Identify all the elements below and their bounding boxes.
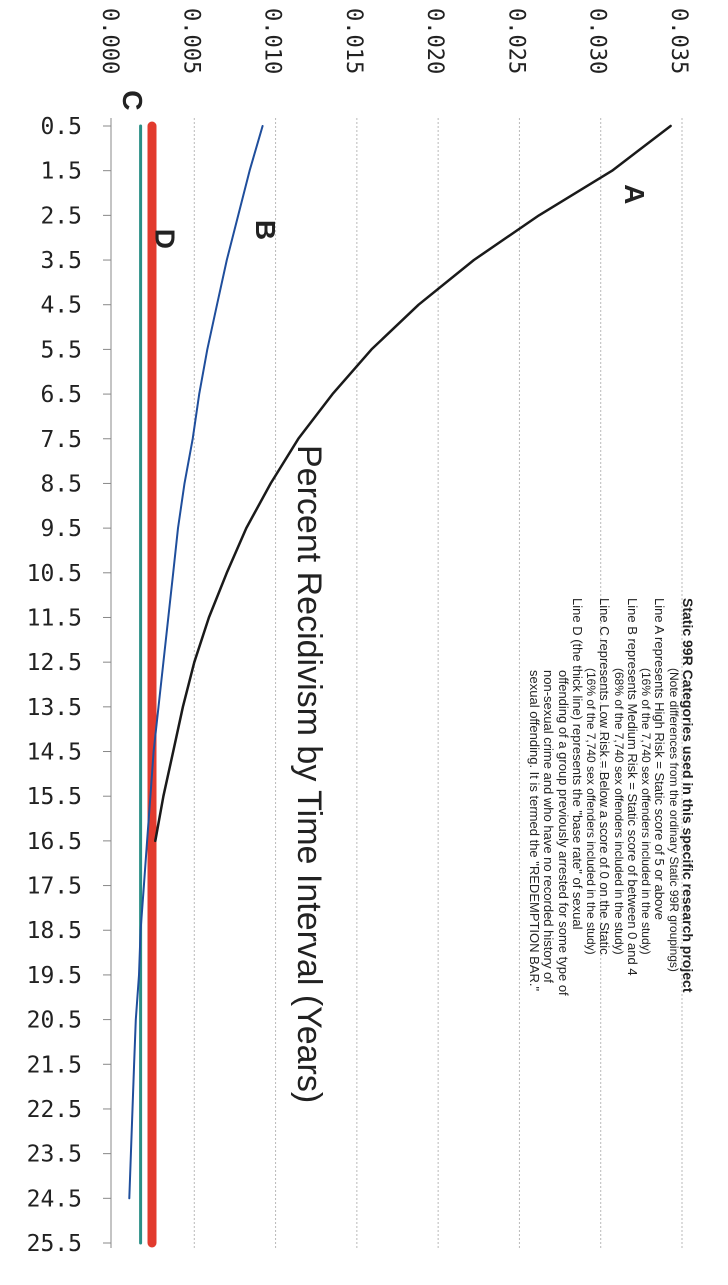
series-label-c: C <box>117 90 148 110</box>
series-line-b <box>128 125 264 1200</box>
time-tick-label: 3.5 <box>40 248 82 274</box>
time-tick-label: 11.5 <box>27 605 82 631</box>
time-tick-label: 10.5 <box>27 561 82 587</box>
time-tick-label: 17.5 <box>27 874 82 900</box>
series-label-a: A <box>619 184 650 204</box>
note-line-c: Line C represents Low Risk = Below a sco… <box>597 598 613 955</box>
note-line: (68% of the 7,740 sex offenders included… <box>611 668 626 955</box>
value-tick-label: 0.005 <box>178 8 203 74</box>
note-line: sexual offending. It is termed the "REDE… <box>527 670 543 992</box>
time-tick-label: 5.5 <box>40 337 82 363</box>
note-line: (16% of the 7,740 sex offenders included… <box>584 668 599 955</box>
value-tick-label: 0.015 <box>341 8 366 74</box>
legend-note: Static 99R Categories used in this speci… <box>527 598 696 1138</box>
time-tick-label: 4.5 <box>40 293 82 319</box>
value-tick-label: 0.030 <box>585 8 610 74</box>
value-axis-ticks: 0.000 0.005 0.010 0.015 0.020 0.025 0.030 0.035 <box>97 8 691 74</box>
series-labels: A B C D <box>117 90 650 249</box>
time-tick-label: 18.5 <box>27 918 82 944</box>
time-tick-label: 19.5 <box>27 963 82 989</box>
note-line: (16% of the 7,740 sex offenders included… <box>639 668 654 955</box>
series-label-b: B <box>250 220 281 240</box>
time-tick-label: 7.5 <box>40 427 82 453</box>
time-tick-label: 23.5 <box>27 1142 82 1168</box>
series-lines <box>128 121 672 1248</box>
series-label-d: D <box>149 229 180 249</box>
note-heading: Static 99R Categories used in this speci… <box>680 598 696 993</box>
note-line-d: Line D (the thick line) represents the "… <box>569 598 585 930</box>
time-tick-label: 6.5 <box>40 382 82 408</box>
value-tick-label: 0.025 <box>503 8 528 74</box>
time-tick-label: 9.5 <box>40 516 82 542</box>
time-tick-label: 12.5 <box>27 650 82 676</box>
value-tick-label: 0.035 <box>666 8 691 74</box>
value-tick-label: 0.020 <box>422 8 447 74</box>
time-tick-label: 8.5 <box>40 471 82 497</box>
time-tick-label: 16.5 <box>27 829 82 855</box>
value-tick-label: 0.000 <box>97 8 122 74</box>
grid-lines <box>103 118 683 1248</box>
time-tick-label: 25.5 <box>27 1231 82 1257</box>
value-tick-label: 0.010 <box>260 8 285 74</box>
time-tick-label: 0.5 <box>40 114 82 140</box>
time-axis-ticks: 0.5 1.5 2.5 3.5 4.5 5.5 6.5 7.5 8.5 9.5 10.5 11.5 12… <box>27 114 82 1257</box>
note-line-b: Line B represents Medium Risk = Static s… <box>624 598 640 976</box>
note-line: (Note differences from the ordinary Stat… <box>666 668 681 972</box>
time-tick-label: 21.5 <box>27 1052 82 1078</box>
time-tick-label: 20.5 <box>27 1008 82 1034</box>
time-tick-label: 1.5 <box>40 159 82 185</box>
time-tick-label: 24.5 <box>27 1186 82 1212</box>
time-tick-label: 14.5 <box>27 740 82 766</box>
series-line-a <box>154 124 672 843</box>
time-tick-label: 13.5 <box>27 695 82 721</box>
note-line: non-sexual crime and who have no recorde… <box>541 670 557 983</box>
note-line: offending of a group previously arrested… <box>555 670 571 996</box>
time-tick-label: 15.5 <box>27 784 82 810</box>
time-tick-label: 22.5 <box>27 1097 82 1123</box>
time-tick-label: 2.5 <box>40 203 82 229</box>
chart-title: Percent Recidivism by Time Interval (Yea… <box>290 445 328 1103</box>
note-line-a: Line A represents High Risk = Static sco… <box>652 598 668 920</box>
